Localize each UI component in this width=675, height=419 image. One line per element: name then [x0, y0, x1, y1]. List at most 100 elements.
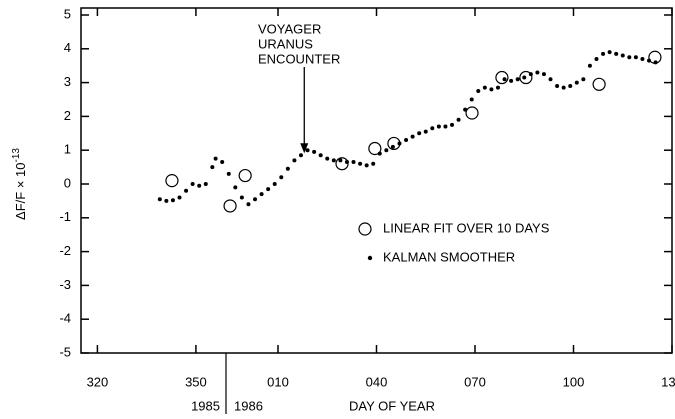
smoother-point: [331, 158, 336, 163]
y-tick-label: -4: [59, 311, 71, 326]
fit-point: [238, 168, 252, 183]
smoother-point: [417, 131, 422, 136]
smoother-point: [436, 124, 441, 129]
smoother-point: [647, 58, 652, 63]
smoother-point: [594, 56, 599, 61]
smoother-point: [377, 151, 382, 156]
smoother-point: [535, 70, 540, 75]
y-tick-label: -1: [59, 209, 71, 224]
smoother-point: [253, 197, 258, 202]
smoother-point: [502, 77, 507, 82]
smoother-point: [190, 182, 195, 186]
smoother-point: [246, 202, 251, 207]
smoother-point: [423, 129, 428, 134]
smoother-point: [528, 72, 533, 77]
fit-point: [368, 141, 382, 156]
smoother-point: [476, 89, 481, 94]
smoother-point: [351, 160, 356, 165]
smoother-point: [279, 175, 284, 180]
smoother-point: [384, 148, 389, 153]
smoother-point: [210, 165, 215, 170]
smoother-point: [410, 134, 415, 139]
smoother-point: [509, 78, 514, 83]
legend-marker: [358, 222, 372, 236]
y-tick-label: 0: [64, 175, 71, 190]
annotation-arrowhead: [300, 143, 309, 154]
smoother-point: [456, 117, 461, 122]
smoother-point: [581, 77, 586, 82]
y-axis-label-exponent: -13: [11, 148, 22, 163]
smoother-point: [548, 77, 553, 82]
smoother-point: [430, 126, 435, 131]
smoother-point: [561, 85, 566, 90]
fit-point: [165, 174, 179, 188]
y-tick-label: 5: [64, 6, 71, 21]
smoother-point: [640, 56, 645, 61]
smoother-point: [157, 197, 162, 202]
fit-point: [495, 70, 509, 85]
year-label: 1985: [191, 398, 220, 413]
y-tick-label: -5: [59, 344, 71, 359]
annotation-text: ENCOUNTER: [258, 51, 340, 66]
smoother-point: [259, 192, 264, 197]
smoother-point: [522, 75, 527, 80]
x-tick-label: 350: [185, 374, 207, 389]
x-tick-label: 100: [563, 374, 585, 389]
smoother-point: [358, 161, 363, 166]
smoother-point: [344, 160, 349, 165]
smoother-point: [390, 144, 395, 149]
smoother-point: [203, 182, 208, 186]
smoother-point: [197, 183, 202, 188]
x-tick-label: 040: [366, 374, 388, 389]
smoother-point: [627, 55, 632, 60]
annotation-text: URANUS: [258, 36, 313, 51]
smoother-point: [170, 198, 175, 203]
smoother-point: [285, 166, 290, 171]
smoother-point: [541, 72, 546, 77]
smoother-point: [574, 80, 579, 85]
y-tick-label: 1: [64, 142, 71, 157]
year-label: 1986: [234, 398, 263, 413]
smoother-point: [469, 97, 474, 102]
y-tick-label: -3: [59, 277, 71, 292]
smoother-point: [364, 163, 369, 168]
smoother-point: [226, 171, 231, 176]
smoother-point: [233, 185, 238, 190]
legend-label: KALMAN SMOOTHER: [383, 249, 515, 264]
y-tick-label: 4: [64, 40, 71, 55]
smoother-point: [318, 153, 323, 158]
smoother-point: [272, 182, 277, 186]
legend-label: LINEAR FIT OVER 10 DAYS: [383, 220, 550, 235]
smoother-point: [607, 50, 612, 55]
y-tick-label: 3: [64, 74, 71, 89]
smoother-point: [633, 55, 638, 60]
fit-point: [223, 199, 237, 213]
smoother-point: [495, 85, 500, 90]
smoother-point: [292, 158, 297, 163]
smoother-point: [338, 158, 343, 163]
smoother-point: [164, 198, 169, 203]
smoother-point: [587, 63, 592, 68]
y-tick-label: 2: [64, 108, 71, 123]
smoother-point: [568, 83, 573, 88]
fit-point: [592, 77, 606, 91]
annotation-text: VOYAGER: [258, 21, 321, 36]
smoother-point: [312, 149, 317, 154]
smoother-point: [239, 195, 244, 200]
smoother-point: [298, 153, 303, 158]
smoother-point: [450, 122, 455, 127]
smoother-point: [443, 124, 448, 129]
smoother-point: [266, 187, 271, 192]
x-tick-label: 070: [464, 374, 486, 389]
smoother-point: [397, 141, 402, 146]
x-axis-label: DAY OF YEAR: [349, 398, 435, 413]
x-tick-label: 320: [87, 374, 109, 389]
smoother-point: [620, 53, 625, 58]
smoother-point: [515, 77, 520, 82]
smoother-point: [184, 188, 189, 193]
smoother-point: [489, 87, 494, 92]
smoother-point: [177, 195, 182, 200]
x-tick-label: 010: [267, 374, 289, 389]
smoother-point: [482, 85, 487, 90]
